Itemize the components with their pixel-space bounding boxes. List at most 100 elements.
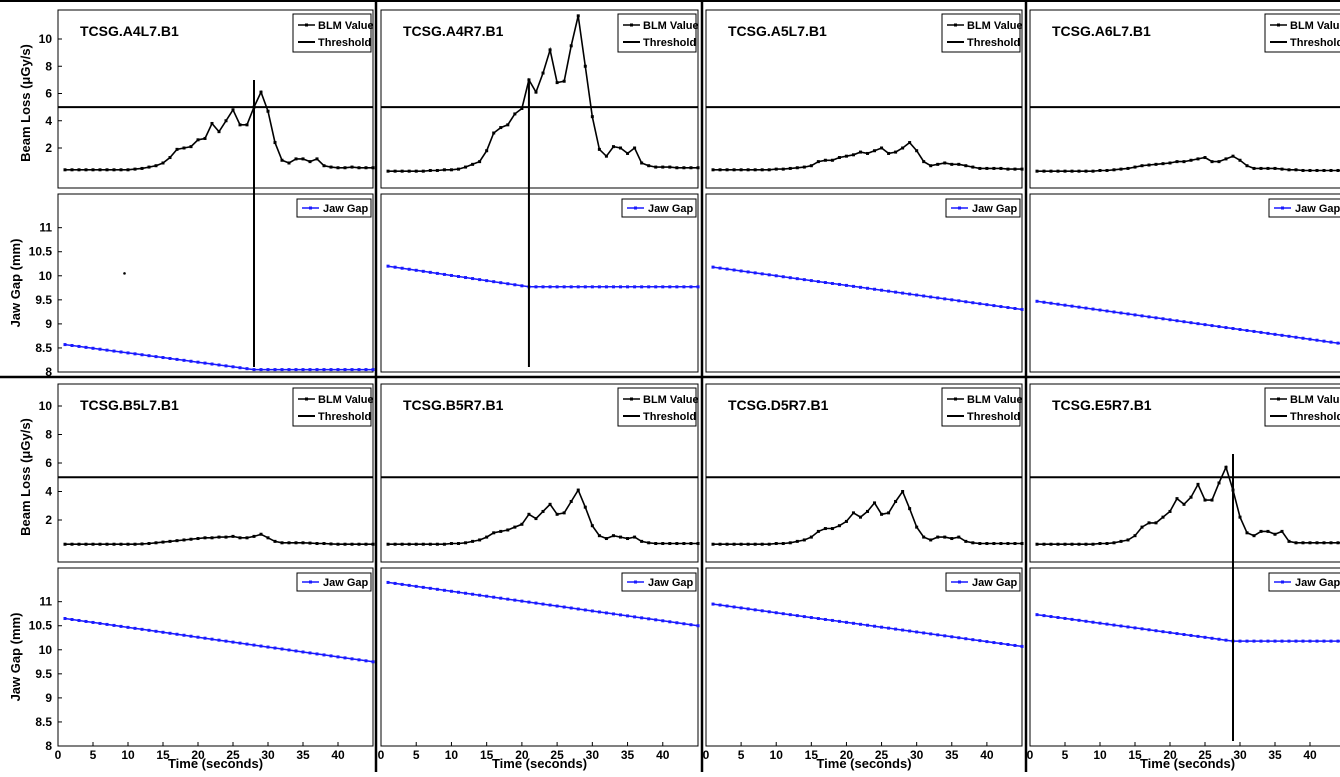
jaw-point <box>1329 340 1333 344</box>
jaw-point <box>217 363 221 367</box>
jaw-point <box>999 305 1003 309</box>
blm-point <box>1006 542 1010 546</box>
blm-point <box>576 488 580 492</box>
jaw-point <box>414 268 418 272</box>
blm-point <box>746 542 750 546</box>
jaw-point <box>520 599 524 603</box>
jaw-point <box>971 638 975 642</box>
xtick-label: 35 <box>1268 748 1282 762</box>
blm-point <box>393 169 397 173</box>
blm-point <box>105 168 109 172</box>
legend-jaw-label: Jaw Gap <box>1295 203 1340 215</box>
jaw-point <box>583 608 587 612</box>
blm-point <box>992 542 996 546</box>
jaw-point <box>435 271 439 275</box>
jaw-point <box>943 297 947 301</box>
xtick-label: 30 <box>586 748 600 762</box>
jaw-point <box>640 285 644 289</box>
jaw-point <box>576 285 580 289</box>
blm-point <box>597 147 601 151</box>
blm-point <box>1238 158 1242 162</box>
jaw-point <box>1042 614 1046 618</box>
blm-point <box>569 44 573 48</box>
jaw-point <box>1140 627 1144 631</box>
jaw-point <box>301 650 305 654</box>
blm-point <box>84 168 88 172</box>
jaw-point <box>873 624 877 628</box>
jaw-point <box>1203 635 1207 639</box>
jaw-point <box>682 285 686 289</box>
jaw-point <box>485 279 489 283</box>
legend-jaw-marker <box>1281 580 1284 584</box>
blm-point <box>364 542 368 546</box>
jaw-point <box>435 587 439 591</box>
blm-point <box>1224 157 1228 161</box>
blm-point <box>527 78 531 82</box>
jaw-point <box>1301 639 1305 643</box>
blm-point <box>647 164 651 168</box>
jaw-point <box>203 361 207 365</box>
blm-point <box>70 542 74 546</box>
blm-point <box>604 154 608 158</box>
jaw-ytick-label: 11 <box>39 595 52 609</box>
blm-point <box>647 541 651 545</box>
blm-point <box>414 169 418 173</box>
blm-point <box>1140 525 1144 529</box>
jaw-point <box>217 638 221 642</box>
blm-point <box>428 168 432 172</box>
panel-title: TCSG.E5R7.B1 <box>1052 397 1152 413</box>
panel-tcsg-a4l7-b1: TCSG.A4L7.B1 BLM Value Threshold Jaw Gap 2 4 6… <box>8 9 375 379</box>
jaw-point <box>350 657 354 661</box>
blm-point <box>386 169 390 173</box>
blm-point <box>654 165 658 169</box>
jaw-point <box>830 281 834 285</box>
xtick-label: 20 <box>840 748 854 762</box>
blm-point <box>308 160 312 164</box>
jaw-point <box>936 296 940 300</box>
jaw-point <box>63 343 67 347</box>
blm-point <box>1098 542 1102 546</box>
jaw-point <box>238 641 242 645</box>
jaw-point <box>259 644 263 648</box>
xtick-label: 15 <box>156 748 170 762</box>
blm-point <box>873 149 877 153</box>
blm-point <box>548 48 552 52</box>
blm-point <box>1210 498 1214 502</box>
jaw-point <box>1168 318 1172 322</box>
blm-point <box>1252 534 1256 538</box>
jaw-point <box>534 285 538 289</box>
jaw-point <box>478 278 482 282</box>
jaw-point <box>1273 639 1277 643</box>
blm-point <box>788 166 792 170</box>
jaw-point <box>301 368 305 372</box>
jaw-point <box>196 360 200 364</box>
jaw-point <box>1189 633 1193 637</box>
jaw-point <box>1196 634 1200 638</box>
blm-point <box>583 505 587 509</box>
blm-point <box>1112 168 1116 172</box>
jaw-point <box>189 359 193 363</box>
blm-point <box>1315 541 1319 545</box>
blm-point <box>894 150 898 154</box>
jaw-point <box>492 280 496 284</box>
x-axis-label: Time (seconds) <box>1140 756 1235 771</box>
jaw-point <box>682 622 686 626</box>
jaw-point <box>231 365 235 369</box>
blm-point <box>971 541 975 545</box>
blm-point <box>626 537 630 541</box>
blm-point <box>1329 168 1333 172</box>
jaw-point <box>182 633 186 637</box>
xtick-label: 35 <box>621 748 635 762</box>
blm-point <box>464 165 468 169</box>
x-axis-label: Time (seconds) <box>492 756 587 771</box>
jaw-point <box>1105 309 1109 313</box>
blm-point <box>1322 168 1326 172</box>
legend-jaw-marker <box>958 206 961 210</box>
blm-point <box>978 166 982 170</box>
blm-point <box>894 499 898 503</box>
jaw-point <box>105 348 109 352</box>
jaw-point <box>569 285 573 289</box>
xtick-label: 0 <box>703 748 710 762</box>
jaw-point <box>1189 321 1193 325</box>
jaw-point <box>471 277 475 281</box>
